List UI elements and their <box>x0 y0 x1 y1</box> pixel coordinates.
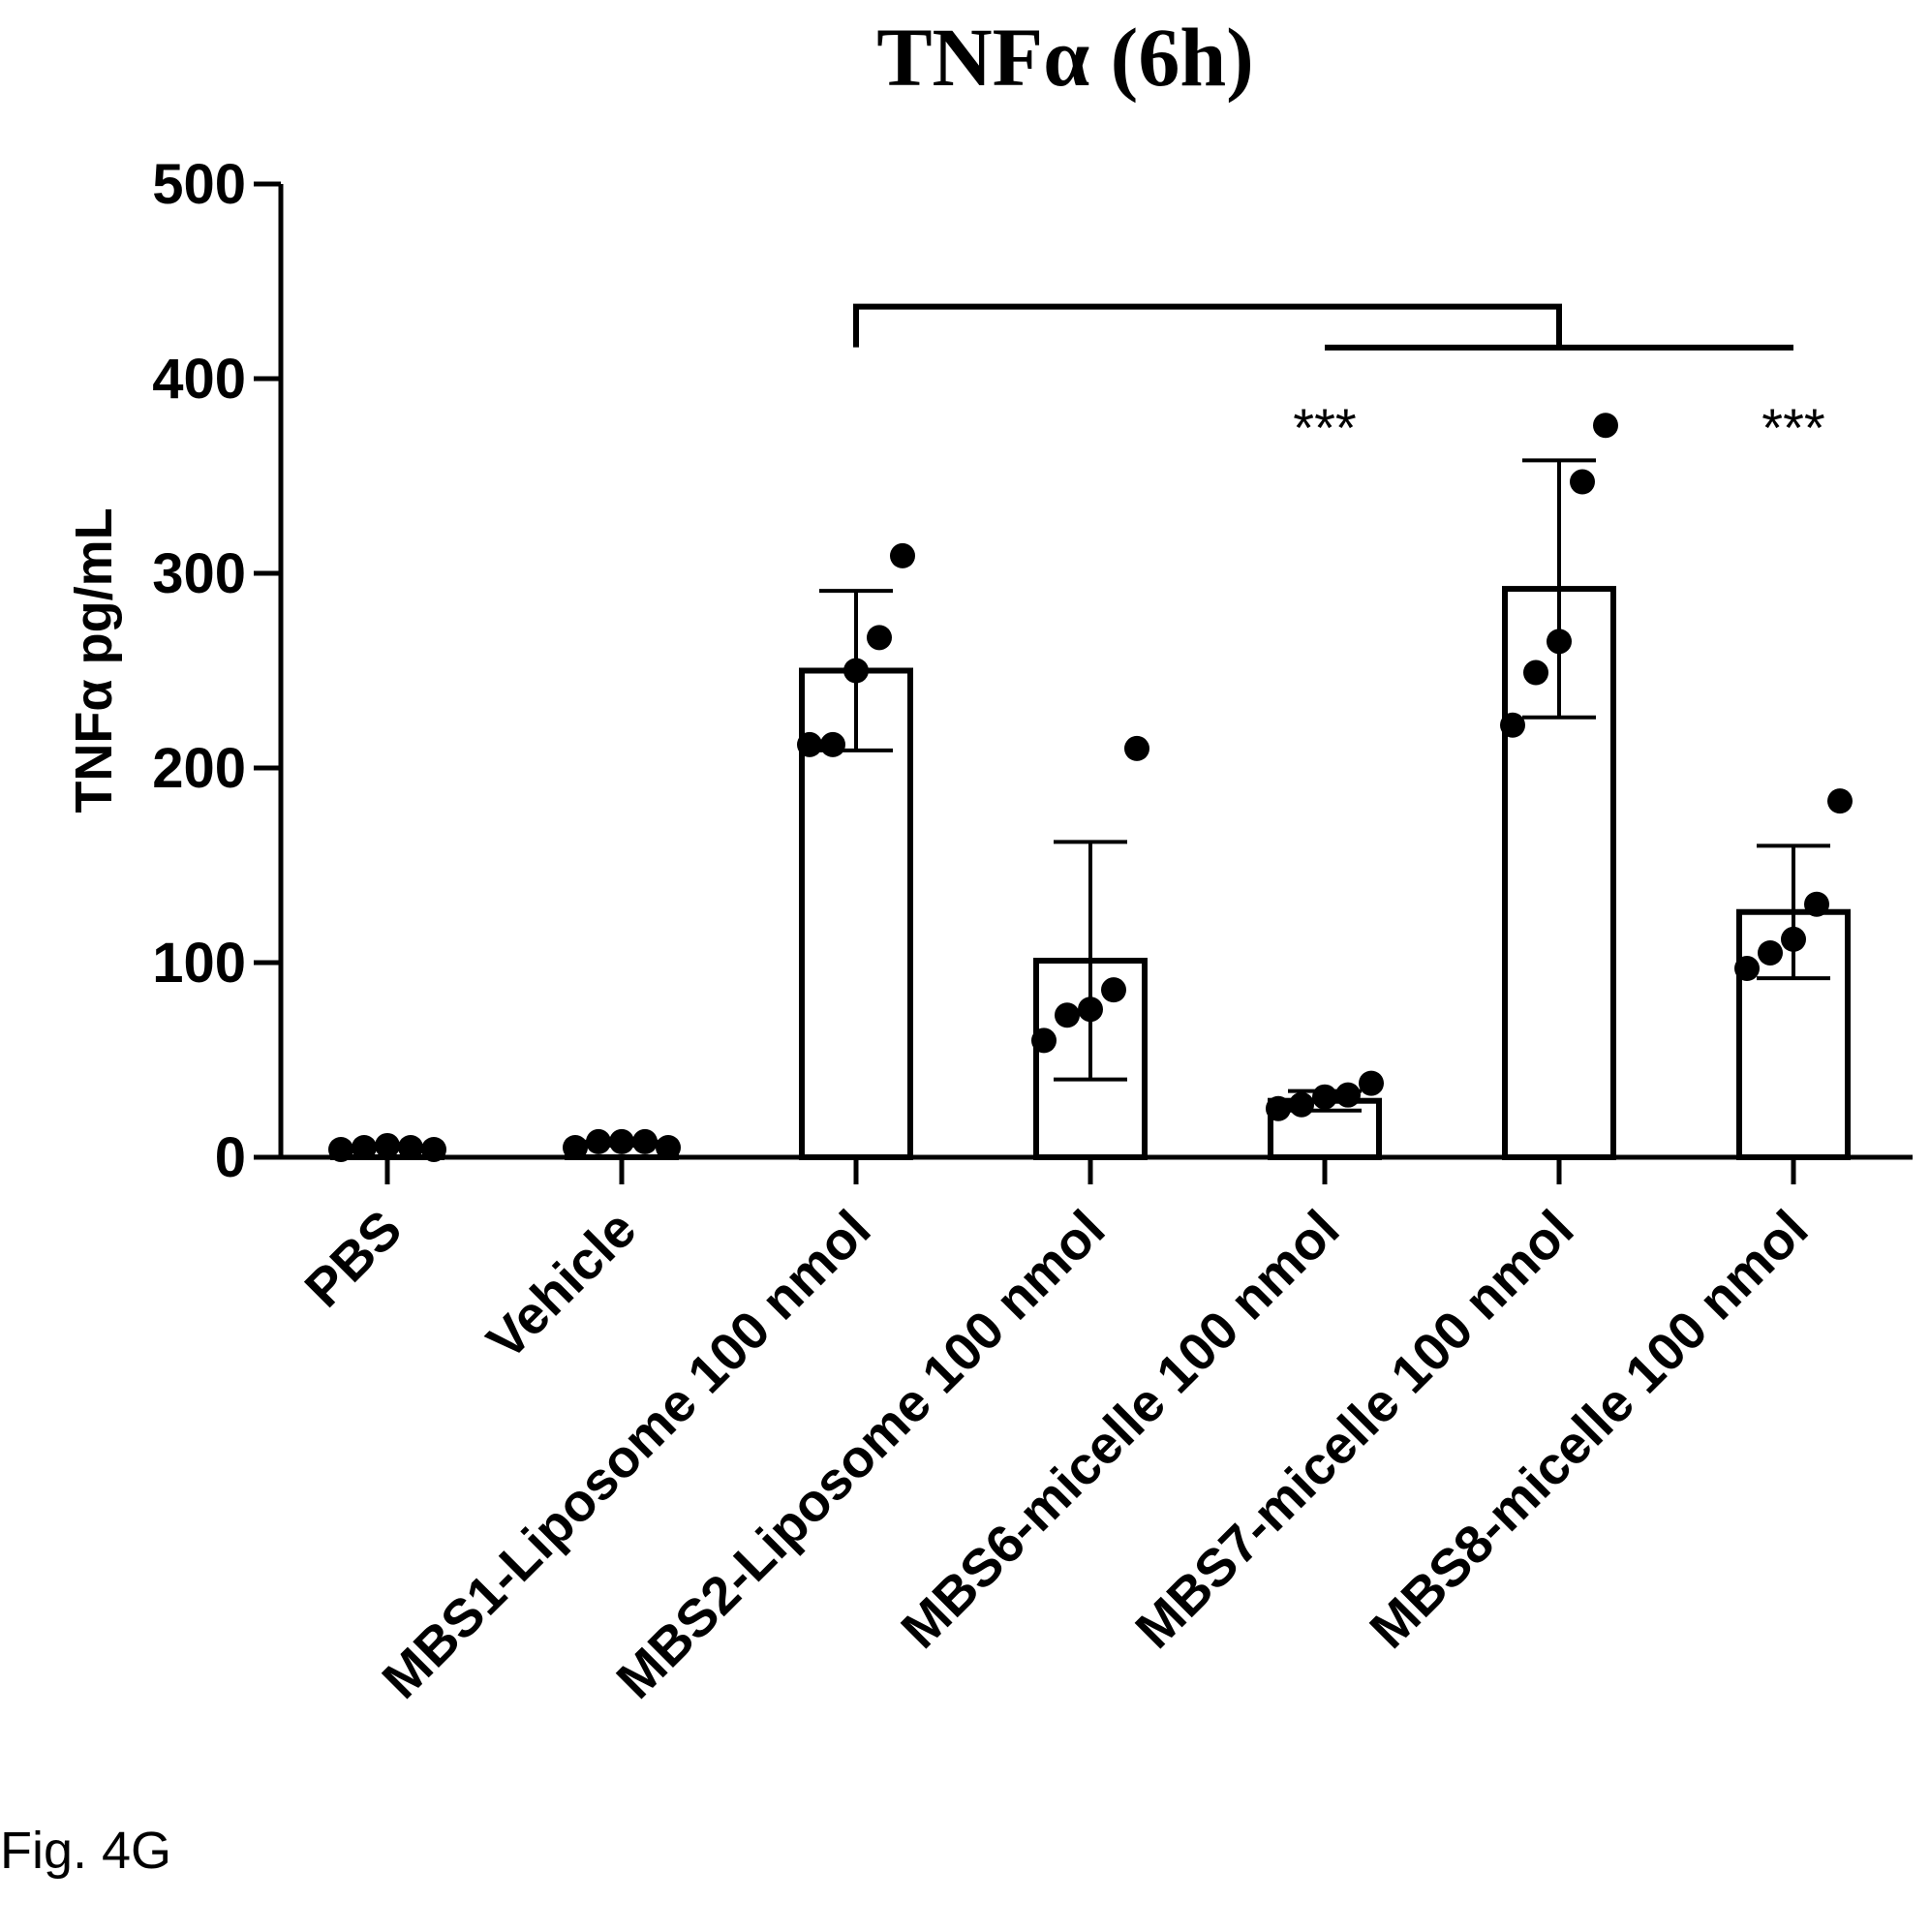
y-axis-label: TNFα pg/mL <box>65 507 123 813</box>
data-point <box>656 1134 681 1160</box>
data-point <box>609 1128 634 1154</box>
y-tick-label: 500 <box>152 153 246 216</box>
data-point <box>1547 629 1572 655</box>
plot-area: 0 100 200 300 400 500 PBS VehicleMBS1-Liposome … <box>152 153 1913 1710</box>
data-point <box>1266 1095 1291 1121</box>
figure-label: Fig. 4G <box>0 1822 172 1880</box>
x-category-label: MBS1-Liposome 100 nmol <box>371 1199 882 1710</box>
data-point <box>1570 469 1595 495</box>
data-point <box>867 625 892 651</box>
y-tick-label: 400 <box>152 348 246 411</box>
data-point <box>797 731 822 757</box>
y-tick-label: 200 <box>152 737 246 800</box>
significance-bracket <box>853 303 1562 348</box>
data-point <box>1031 1027 1057 1054</box>
data-point <box>632 1128 658 1154</box>
x-category-label: MBS6-micelle 100 nmol <box>889 1199 1350 1660</box>
data-point <box>1078 997 1103 1023</box>
data-point <box>375 1132 400 1158</box>
y-tick-label: 0 <box>215 1126 246 1189</box>
data-point <box>1758 939 1783 966</box>
significance-stars: *** <box>1762 397 1824 458</box>
data-point <box>1359 1070 1384 1096</box>
x-category-label: MBS8-micelle 100 nmol <box>1358 1199 1819 1660</box>
data-point <box>421 1136 446 1162</box>
x-category-label: Vehicle <box>475 1199 648 1371</box>
data-point <box>1289 1091 1314 1118</box>
data-point <box>1055 1002 1080 1028</box>
data-point <box>563 1134 588 1160</box>
chart-title: TNFα (6h) <box>876 11 1254 104</box>
data-point <box>586 1128 611 1154</box>
data-point <box>1335 1082 1361 1108</box>
data-point <box>398 1134 423 1160</box>
x-category-label: MBS2-Liposome 100 nmol <box>605 1199 1117 1710</box>
data-point <box>1593 413 1618 439</box>
data-point <box>1734 956 1760 982</box>
data-point <box>1781 926 1806 952</box>
y-tick-label: 300 <box>152 542 246 605</box>
y-tick-label: 100 <box>152 932 246 995</box>
data-point <box>1827 788 1853 814</box>
data-point <box>352 1134 377 1160</box>
data-point <box>1124 735 1149 761</box>
data-point <box>1523 659 1548 686</box>
data-point <box>1500 712 1525 738</box>
x-category-label: PBS <box>293 1199 414 1319</box>
data-point <box>843 658 869 684</box>
data-point <box>820 731 845 757</box>
x-category-label: MBS7-micelle 100 nmol <box>1123 1199 1584 1660</box>
data-point <box>1312 1084 1337 1110</box>
data-point <box>328 1136 353 1162</box>
data-point <box>1101 977 1126 1003</box>
data-point <box>1804 891 1829 917</box>
data-point <box>890 542 915 568</box>
significance-stars: *** <box>1293 397 1356 458</box>
